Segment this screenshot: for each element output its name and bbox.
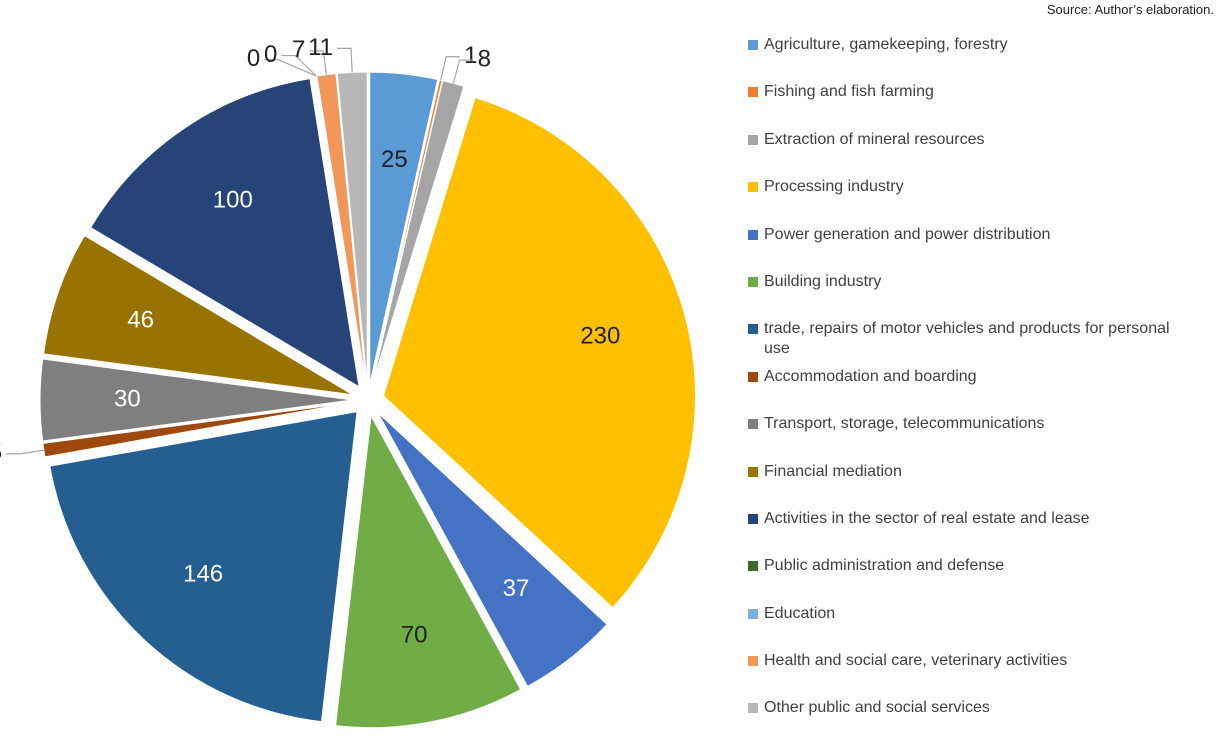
legend-label: Transport, storage, telecommunications	[764, 415, 1045, 433]
leader-line	[281, 54, 317, 77]
legend-item: Processing industry	[748, 177, 1188, 224]
pie-slice	[336, 71, 368, 385]
legend-swatch	[748, 371, 758, 382]
pie-slice	[49, 411, 358, 723]
data-label: 30	[114, 385, 141, 412]
data-label: 0	[264, 41, 277, 68]
leader-line	[264, 59, 317, 77]
legend-label: Processing industry	[764, 178, 904, 196]
data-label: 11	[308, 34, 333, 61]
legend-item: Education	[748, 604, 1188, 651]
legend-label: Other public and social services	[764, 699, 990, 717]
legend-item: Activities in the sector of real estate …	[748, 509, 1188, 556]
legend-item: Health and social care, veterinary activ…	[748, 651, 1188, 698]
legend-swatch	[748, 466, 758, 477]
data-label: 46	[127, 307, 154, 334]
data-label: 0	[247, 45, 260, 72]
legend-label: Building industry	[764, 272, 882, 290]
legend-swatch	[748, 276, 758, 287]
legend-swatch	[748, 324, 758, 335]
leader-line	[6, 449, 44, 455]
legend-label: Health and social care, veterinary activ…	[764, 652, 1068, 670]
legend-label: trade, repairs of motor vehicles and pro…	[764, 320, 1170, 358]
pie-slice	[369, 71, 439, 385]
legend-label: Extraction of mineral resources	[764, 130, 985, 148]
legend-label: Fishing and fish farming	[764, 83, 934, 101]
leader-line	[309, 50, 327, 75]
legend-item: trade, repairs of motor vehicles and pro…	[748, 319, 1188, 366]
data-label: 7	[292, 36, 305, 63]
legend-swatch	[748, 561, 758, 572]
pie-slice	[89, 78, 360, 388]
data-label: 100	[213, 186, 253, 213]
data-label: 146	[183, 561, 223, 588]
legend-item: Building industry	[748, 272, 1188, 319]
legend-item: Financial mediation	[748, 462, 1188, 509]
legend-swatch	[748, 229, 758, 240]
data-label: 5	[0, 439, 2, 466]
pie-slice	[377, 412, 608, 688]
pie-chart: 251823037701465304610000711	[0, 34, 696, 729]
legend-swatch	[748, 703, 758, 714]
legend-swatch	[748, 87, 758, 98]
legend-label: Activities in the sector of real estate …	[764, 509, 1090, 527]
pie-slice	[39, 358, 353, 442]
leader-line	[452, 59, 474, 84]
data-label: 25	[381, 146, 408, 173]
leader-line	[440, 56, 461, 81]
pie-slice	[43, 234, 354, 396]
legend-swatch	[748, 40, 758, 50]
legend-label: Financial mediation	[764, 462, 902, 480]
legend-item: Power generation and power distribution	[748, 225, 1188, 272]
legend-item: Extraction of mineral resources	[748, 130, 1188, 177]
source-note: Source: Author’s elaboration.	[1046, 2, 1214, 17]
legend-item: Transport, storage, telecommunications	[748, 414, 1188, 461]
pie-slice	[335, 414, 522, 729]
pie-slice	[382, 96, 696, 609]
data-label: 8	[478, 45, 491, 72]
legend-swatch	[748, 608, 758, 619]
legend-item: Public administration and defense	[748, 556, 1188, 603]
legend-item: Agriculture, gamekeeping, forestry	[748, 35, 1188, 82]
data-label: 1	[464, 42, 477, 69]
data-label: 37	[503, 575, 530, 602]
legend-label: Public administration and defense	[764, 557, 1005, 575]
legend-swatch	[748, 656, 758, 667]
data-label: 230	[580, 323, 620, 350]
legend-label: Power generation and power distribution	[764, 225, 1051, 243]
legend-swatch	[748, 134, 758, 145]
legend-item: Fishing and fish farming	[748, 82, 1188, 129]
legend-swatch	[748, 182, 758, 193]
legend-swatch	[748, 513, 758, 524]
legend-label: Agriculture, gamekeeping, forestry	[764, 36, 1008, 53]
legend-swatch	[748, 419, 758, 430]
leader-line	[337, 47, 353, 73]
legend: Agriculture, gamekeeping, forestry Fishin…	[748, 35, 1188, 738]
legend-label: Accommodation and boarding	[764, 367, 977, 385]
legend-item: Accommodation and boarding	[748, 367, 1188, 414]
data-label: 70	[401, 622, 428, 649]
legend-item: Other public and social services	[748, 698, 1188, 738]
pie-slice	[42, 401, 353, 458]
legend-label: Education	[764, 604, 836, 622]
